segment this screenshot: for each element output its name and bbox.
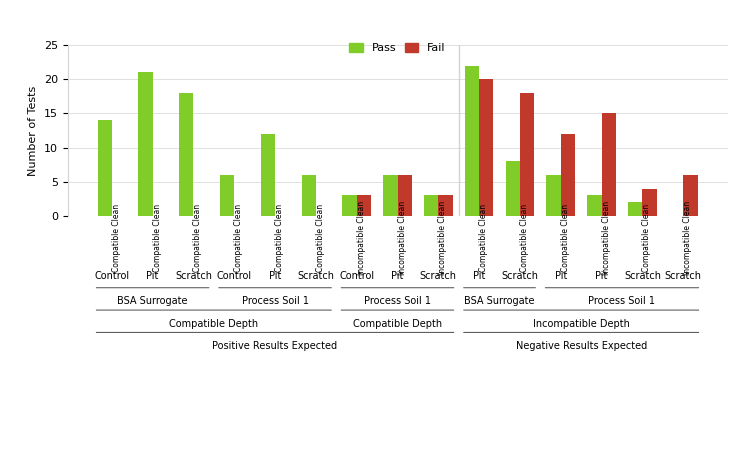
Text: Incompatible Clean: Incompatible Clean (683, 201, 692, 275)
Bar (383, 175, 398, 216)
Text: Control: Control (339, 271, 374, 281)
Text: Compatible Clean: Compatible Clean (234, 204, 243, 272)
Bar (302, 175, 316, 216)
Text: Process Soil 1: Process Soil 1 (242, 297, 308, 306)
Text: Scratch: Scratch (502, 271, 538, 281)
Bar (98, 120, 112, 216)
Text: Compatible Clean: Compatible Clean (561, 204, 570, 272)
Text: Compatible Clean: Compatible Clean (479, 204, 488, 272)
Bar (602, 113, 616, 216)
Bar (561, 134, 575, 216)
Bar (643, 189, 657, 216)
Bar (438, 195, 452, 216)
Text: Compatible Clean: Compatible Clean (152, 204, 161, 272)
Bar (220, 175, 234, 216)
Text: Compatible Depth: Compatible Depth (170, 319, 259, 328)
Text: Process Soil 1: Process Soil 1 (364, 297, 431, 306)
Bar (506, 161, 520, 216)
Text: Compatible Clean: Compatible Clean (112, 204, 121, 272)
Text: Pit: Pit (268, 271, 281, 281)
Text: Negative Results Expected: Negative Results Expected (515, 341, 646, 351)
Bar (343, 195, 357, 216)
Text: Compatible Clean: Compatible Clean (520, 204, 529, 272)
Text: Compatible Clean: Compatible Clean (194, 204, 202, 272)
Text: Pit: Pit (554, 271, 567, 281)
Text: Incompatible Clean: Incompatible Clean (398, 201, 406, 275)
Text: Pit: Pit (596, 271, 608, 281)
Text: Process Soil 1: Process Soil 1 (589, 297, 656, 306)
Text: Scratch: Scratch (664, 271, 702, 281)
Bar (357, 195, 371, 216)
Bar (261, 134, 275, 216)
Text: Scratch: Scratch (624, 271, 661, 281)
Bar (587, 195, 602, 216)
Text: Incompatible Clean: Incompatible Clean (357, 201, 366, 275)
Text: Pit: Pit (473, 271, 485, 281)
Text: Incompatible Clean: Incompatible Clean (602, 201, 610, 275)
Text: Scratch: Scratch (175, 271, 212, 281)
Bar (138, 72, 152, 216)
Bar (424, 195, 438, 216)
Text: Compatible Clean: Compatible Clean (643, 204, 652, 272)
Bar (683, 175, 698, 216)
Bar (547, 175, 561, 216)
Text: BSA Surrogate: BSA Surrogate (464, 297, 535, 306)
Bar (465, 66, 479, 216)
Y-axis label: Number of Tests: Number of Tests (28, 86, 38, 176)
Text: Control: Control (94, 271, 129, 281)
Text: Compatible Clean: Compatible Clean (275, 204, 284, 272)
Bar (479, 79, 494, 216)
Bar (520, 93, 534, 216)
Text: BSA Surrogate: BSA Surrogate (117, 297, 188, 306)
Legend: Pass, Fail: Pass, Fail (345, 39, 450, 58)
Bar (398, 175, 412, 216)
Text: Scratch: Scratch (297, 271, 334, 281)
Text: Compatible Depth: Compatible Depth (353, 319, 442, 328)
Text: Incompatible Depth: Incompatible Depth (532, 319, 629, 328)
Bar (628, 202, 643, 216)
Text: Compatible Clean: Compatible Clean (316, 204, 325, 272)
Text: Scratch: Scratch (420, 271, 457, 281)
Text: Control: Control (217, 271, 252, 281)
Text: Pit: Pit (392, 271, 404, 281)
Text: Positive Results Expected: Positive Results Expected (212, 341, 338, 351)
Text: Pit: Pit (146, 271, 159, 281)
Bar (179, 93, 194, 216)
Text: Incompatible Clean: Incompatible Clean (438, 201, 447, 275)
